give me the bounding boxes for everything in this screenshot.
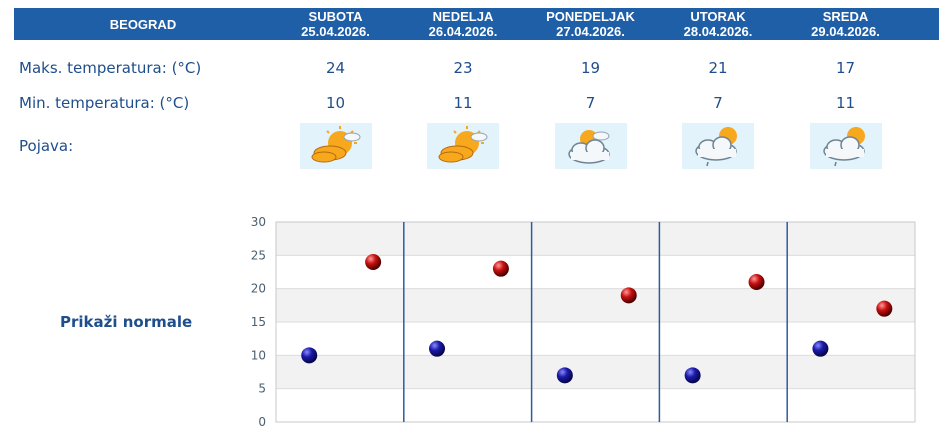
phenomenon-row: Pojava:: [14, 120, 939, 172]
min-temp-value: 11: [835, 93, 856, 112]
max-temp-point: [620, 287, 637, 304]
max-temp-point: [876, 300, 893, 317]
min-temp-value: 11: [453, 93, 473, 112]
y-tick-label: 0: [258, 415, 266, 429]
phenomenon-label: Pojava:: [19, 137, 74, 155]
grid-band: [276, 255, 915, 289]
cloud-sun-rain-icon: [809, 123, 882, 169]
max-temp-point: [748, 274, 765, 290]
day-name: SREDA: [822, 9, 869, 24]
grid-band: [276, 322, 915, 356]
cloud-sun-icon: [554, 123, 627, 169]
y-tick-label: 15: [251, 315, 266, 329]
y-tick-label: 30: [251, 215, 266, 229]
min-temp-value: 7: [713, 93, 723, 112]
min-temp-row: Min. temperatura: (°C) 10 11 7 7 11: [14, 85, 939, 120]
max-temp-value: 19: [580, 58, 601, 77]
plot-border: [275, 221, 916, 423]
day-date: 29.04.2026.: [811, 24, 880, 39]
phenomenon-cell: [654, 120, 782, 172]
max-temp-value: 21: [708, 58, 728, 77]
day-header: SUBOTA 25.04.2026.: [272, 8, 399, 40]
min-temp-point: [429, 340, 446, 357]
max-temp-point: [365, 254, 382, 270]
y-tick-label: 5: [258, 382, 266, 396]
y-tick-label: 20: [251, 282, 266, 296]
day-header: UTORAK 28.04.2026.: [654, 8, 782, 40]
day-header: NEDELJA 26.04.2026.: [399, 8, 527, 40]
max-temp-value: 24: [325, 58, 346, 77]
min-temp-label: Min. temperatura: (°C): [19, 93, 190, 112]
min-temp-point: [812, 340, 829, 357]
min-temp-value: 7: [585, 93, 596, 112]
day-header: PONEDELJAK 27.04.2026.: [527, 8, 654, 40]
show-normals-link[interactable]: Prikaži normale: [60, 313, 193, 331]
max-temp-row: Maks. temperatura: (°C) 24 23 19 21 17: [14, 50, 939, 85]
day-name: UTORAK: [690, 9, 746, 24]
max-temp-point: [492, 260, 509, 277]
max-temp-value: 23: [453, 58, 473, 77]
sun-cloud-icon: [427, 123, 499, 169]
max-temp-label: Maks. temperatura: (°C): [19, 58, 202, 77]
min-temp-point: [301, 347, 318, 364]
day-name: NEDELJA: [432, 9, 494, 24]
day-date: 25.04.2026.: [301, 24, 370, 39]
max-temp-value: 17: [835, 58, 856, 77]
day-name: SUBOTA: [308, 9, 363, 24]
grid-band: [276, 222, 915, 256]
header-filler: [909, 8, 939, 40]
phenomenon-cell: [399, 120, 527, 172]
grid-band: [276, 388, 915, 422]
y-tick-label: 25: [251, 248, 266, 262]
phenomenon-cell: [782, 120, 909, 172]
grid-band: [276, 288, 915, 322]
y-tick-label: 10: [251, 348, 266, 362]
day-name: PONEDELJAK: [546, 9, 635, 24]
day-header: SREDA 29.04.2026.: [782, 8, 909, 40]
day-date: 26.04.2026.: [428, 24, 498, 39]
sun-cloud-icon: [299, 123, 372, 169]
phenomenon-cell: [272, 120, 399, 172]
header-row: BEOGRAD SUBOTA 25.04.2026. NEDELJA 26.04.2…: [14, 8, 939, 40]
day-date: 27.04.2026.: [556, 24, 625, 39]
min-temp-value: 10: [325, 93, 346, 112]
min-temp-point: [556, 367, 573, 384]
min-temp-point: [684, 367, 701, 384]
forecast-table: BEOGRAD SUBOTA 25.04.2026. NEDELJA 26.04.2…: [14, 8, 939, 172]
cloud-sun-rain-icon: [682, 123, 754, 169]
day-date: 28.04.2026.: [683, 24, 753, 39]
city-header: BEOGRAD: [14, 8, 272, 40]
phenomenon-cell: [527, 120, 654, 172]
grid-band: [276, 355, 915, 389]
